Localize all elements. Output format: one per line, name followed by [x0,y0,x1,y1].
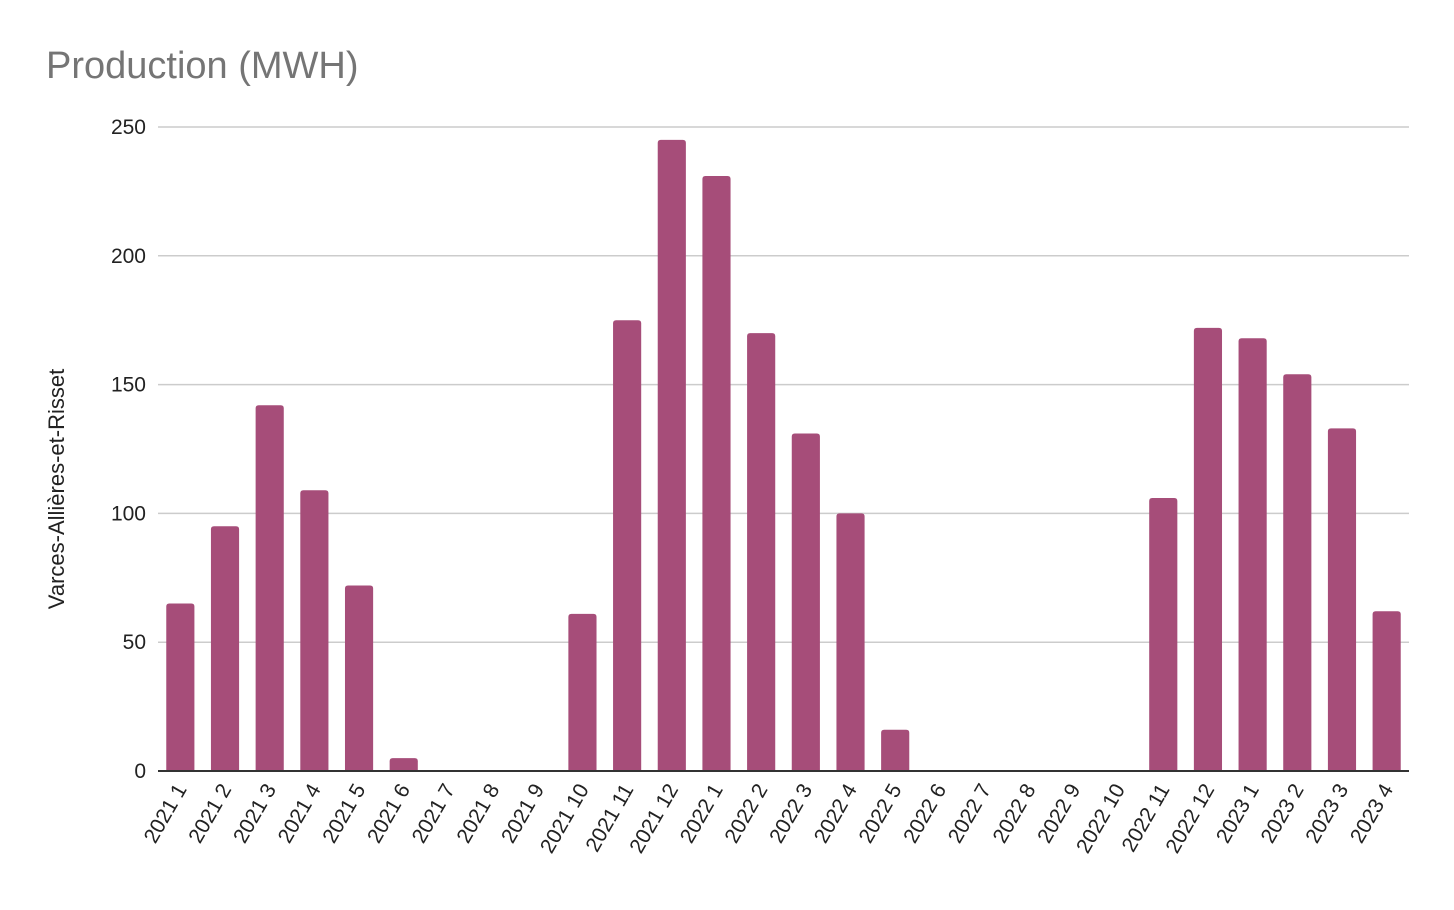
x-tick-label: 2021 6 [363,780,415,847]
x-tick-label: 2021 7 [408,780,460,847]
x-tick-label: 2023 1 [1212,780,1264,847]
y-tick-label: 50 [123,631,146,654]
y-tick-label: 150 [111,374,146,397]
bar [747,333,776,771]
x-tick-label: 2022 5 [854,780,906,847]
bar [702,175,731,772]
bar [836,513,865,771]
x-tick-label: 2022 8 [989,780,1041,847]
x-tick-label: 2021 4 [274,780,326,847]
bar [791,433,820,771]
x-tick-label: 2023 2 [1257,780,1309,847]
bar [568,613,597,771]
chart-title: Production (MWH) [46,45,359,87]
x-tick-label: 2021 5 [318,780,370,847]
bar [389,758,418,771]
x-tick-label: 2021 3 [229,780,281,847]
bar [1193,327,1223,771]
y-axis-label: Varces-Allières-et-Risset [44,369,69,609]
x-tick-label: 2022 2 [720,780,772,847]
x-tick-label: 2021 8 [452,780,504,847]
bar [613,320,642,771]
x-tick-label: 2023 4 [1346,780,1398,847]
y-tick-label: 250 [111,116,146,139]
bar [166,603,195,771]
bar [1283,374,1312,771]
x-tick-label: 2022 4 [810,780,862,847]
bar [1149,497,1178,771]
bar [1327,428,1357,771]
y-tick-label: 0 [134,760,146,783]
bar [657,139,686,771]
x-tick-label: 2023 3 [1301,780,1353,847]
x-tick-label: 2022 1 [676,780,728,847]
y-tick-label: 200 [111,245,146,268]
y-tick-label: 100 [111,502,146,525]
bar [881,729,910,771]
bar [210,526,240,771]
x-tick-label: 2022 6 [899,780,951,847]
x-tick-label: 2021 1 [140,780,192,847]
bar [1238,338,1267,771]
x-tick-label: 2022 3 [765,780,817,847]
y-axis-ticks: 0 50 100 150 200 250 [111,116,146,783]
bar [255,405,284,771]
bar [1372,611,1401,771]
bars [166,139,1401,772]
bar [300,490,329,771]
x-tick-label: 2022 7 [944,780,996,847]
x-tick-label: 2021 2 [184,780,236,847]
bar [344,585,374,771]
